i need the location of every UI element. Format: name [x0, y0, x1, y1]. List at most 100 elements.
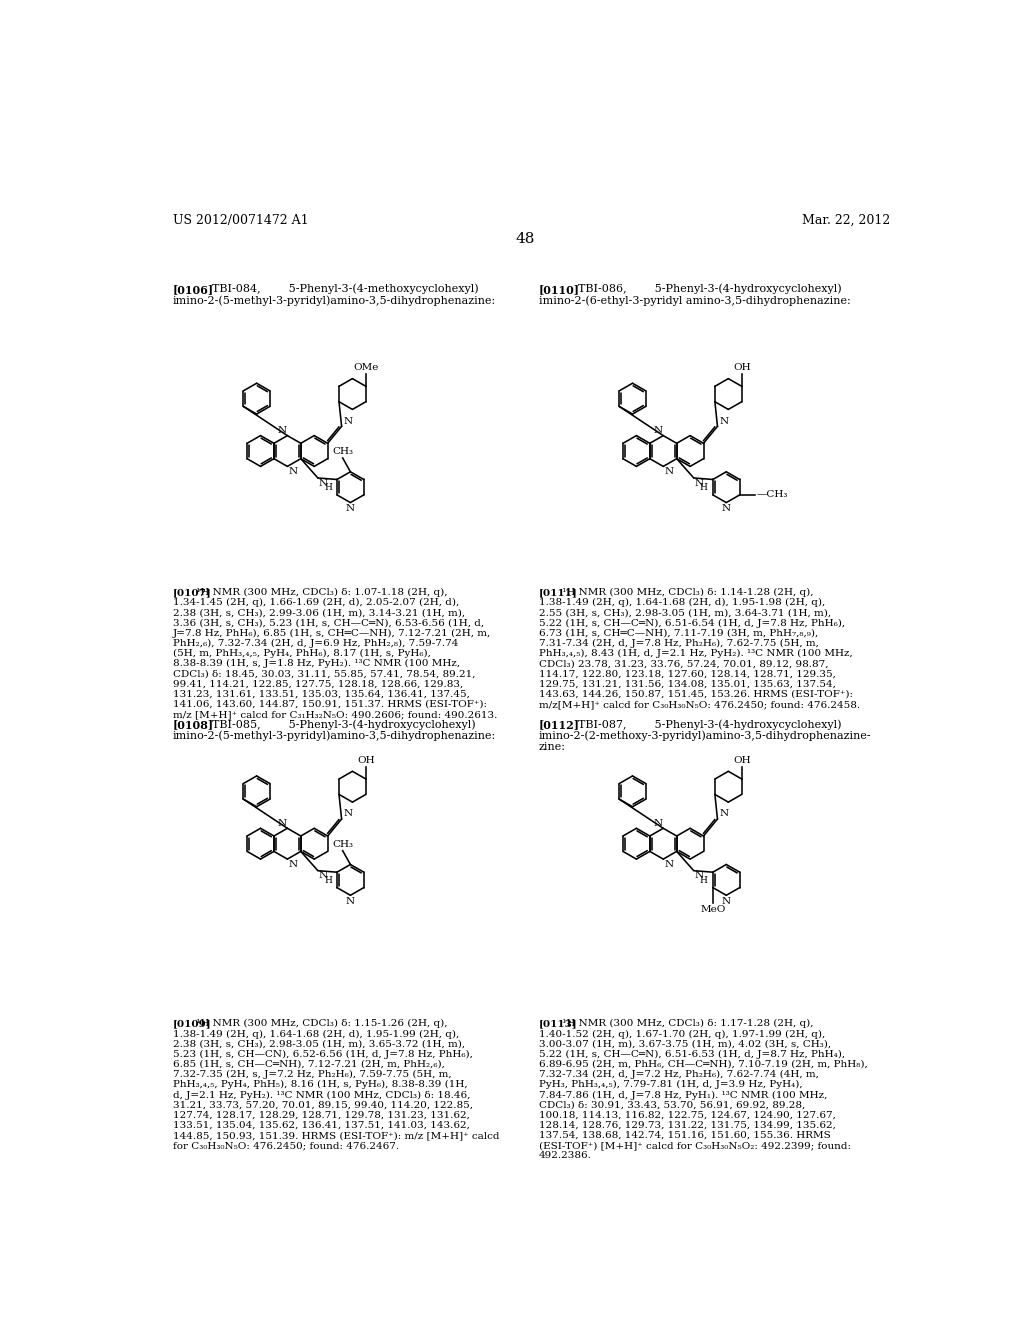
- Text: H: H: [324, 483, 332, 492]
- Text: zine:: zine:: [539, 742, 565, 752]
- Text: PhH₃,₄,₅, PyH₄, PhH₅), 8.16 (1H, s, PyH₆), 8.38-8.39 (1H,: PhH₃,₄,₅, PyH₄, PhH₅), 8.16 (1H, s, PyH₆…: [173, 1080, 468, 1089]
- Text: 137.54, 138.68, 142.74, 151.16, 151.60, 155.36. HRMS: 137.54, 138.68, 142.74, 151.16, 151.60, …: [539, 1131, 830, 1140]
- Text: N: N: [343, 417, 352, 425]
- Text: [0112]: [0112]: [539, 719, 580, 730]
- Text: N: N: [346, 896, 355, 906]
- Text: CDCl₃) 23.78, 31.23, 33.76, 57.24, 70.01, 89.12, 98.87,: CDCl₃) 23.78, 31.23, 33.76, 57.24, 70.01…: [539, 659, 828, 668]
- Text: 143.63, 144.26, 150.87, 151.45, 153.26. HRMS (ESI-TOF⁺):: 143.63, 144.26, 150.87, 151.45, 153.26. …: [539, 690, 853, 698]
- Text: CH₃: CH₃: [332, 840, 353, 849]
- Text: [0109]: [0109]: [173, 1019, 212, 1028]
- Text: N: N: [318, 479, 328, 487]
- Text: TBI-085,        5-Phenyl-3-(4-hydroxycyclohexyl): TBI-085, 5-Phenyl-3-(4-hydroxycyclohexyl…: [212, 719, 475, 730]
- Text: ¹H NMR (300 MHz, CDCl₃) δ: 1.17-1.28 (2H, q),: ¹H NMR (300 MHz, CDCl₃) δ: 1.17-1.28 (2H…: [559, 1019, 813, 1028]
- Text: CDCl₃) δ: 30.91, 33.43, 53.70, 56.91, 69.92, 89.28,: CDCl₃) δ: 30.91, 33.43, 53.70, 56.91, 69…: [539, 1101, 805, 1110]
- Text: PhH₃,₄,₅), 8.43 (1H, d, J=2.1 Hz, PyH₂). ¹³C NMR (100 MHz,: PhH₃,₄,₅), 8.43 (1H, d, J=2.1 Hz, PyH₂).…: [539, 649, 853, 659]
- Text: 6.73 (1H, s, CH═C—NH), 7.11-7.19 (3H, m, PhH₇,₈,₉),: 6.73 (1H, s, CH═C—NH), 7.11-7.19 (3H, m,…: [539, 628, 818, 638]
- Text: N: N: [722, 504, 731, 513]
- Text: imino-2-(5-methyl-3-pyridyl)amino-3,5-dihydrophenazine:: imino-2-(5-methyl-3-pyridyl)amino-3,5-di…: [173, 730, 497, 741]
- Text: imino-2-(6-ethyl-3-pyridyl amino-3,5-dihydrophenazine:: imino-2-(6-ethyl-3-pyridyl amino-3,5-dih…: [539, 296, 851, 306]
- Text: 5.22 (1H, s, CH—C═N), 6.51-6.53 (1H, d, J=8.7 Hz, PhH₄),: 5.22 (1H, s, CH—C═N), 6.51-6.53 (1H, d, …: [539, 1049, 845, 1059]
- Text: 1.34-1.45 (2H, q), 1.66-1.69 (2H, d), 2.05-2.07 (2H, d),: 1.34-1.45 (2H, q), 1.66-1.69 (2H, d), 2.…: [173, 598, 459, 607]
- Text: 492.2386.: 492.2386.: [539, 1151, 592, 1160]
- Text: 7.84-7.86 (1H, d, J=7.8 Hz, PyH₁). ¹³C NMR (100 MHz,: 7.84-7.86 (1H, d, J=7.8 Hz, PyH₁). ¹³C N…: [539, 1090, 827, 1100]
- Text: —CH₃: —CH₃: [757, 491, 788, 499]
- Text: N: N: [288, 467, 297, 477]
- Text: 3.36 (3H, s, CH₃), 5.23 (1H, s, CH—C═N), 6.53-6.56 (1H, d,: 3.36 (3H, s, CH₃), 5.23 (1H, s, CH—C═N),…: [173, 619, 484, 627]
- Text: OH: OH: [733, 756, 751, 766]
- Text: N: N: [722, 896, 731, 906]
- Text: for C₃₀H₃₀N₅O: 476.2450; found: 476.2467.: for C₃₀H₃₀N₅O: 476.2450; found: 476.2467…: [173, 1142, 399, 1150]
- Text: 127.74, 128.17, 128.29, 128.71, 129.78, 131.23, 131.62,: 127.74, 128.17, 128.29, 128.71, 129.78, …: [173, 1110, 470, 1119]
- Text: OH: OH: [357, 756, 375, 766]
- Text: m/z [M+H]⁺ calcd for C₃₁H₃₂N₅O: 490.2606; found: 490.2613.: m/z [M+H]⁺ calcd for C₃₁H₃₂N₅O: 490.2606…: [173, 710, 498, 719]
- Text: 31.21, 33.73, 57.20, 70.01, 89.15, 99.40, 114.20, 122.85,: 31.21, 33.73, 57.20, 70.01, 89.15, 99.40…: [173, 1101, 473, 1110]
- Text: imino-2-(5-methyl-3-pyridyl)amino-3,5-dihydrophenazine:: imino-2-(5-methyl-3-pyridyl)amino-3,5-di…: [173, 296, 497, 306]
- Text: H: H: [700, 483, 708, 492]
- Text: N: N: [278, 818, 287, 828]
- Text: 7.32-7.35 (2H, s, J=7.2 Hz, Ph₂H₆), 7.59-7.75 (5H, m,: 7.32-7.35 (2H, s, J=7.2 Hz, Ph₂H₆), 7.59…: [173, 1071, 452, 1080]
- Text: 6.85 (1H, s, CH—C═NH), 7.12-7.21 (2H, m, PhH₂,₆),: 6.85 (1H, s, CH—C═NH), 7.12-7.21 (2H, m,…: [173, 1060, 444, 1069]
- Text: 114.17, 122.80, 123.18, 127.60, 128.14, 128.71, 129.35,: 114.17, 122.80, 123.18, 127.60, 128.14, …: [539, 669, 836, 678]
- Text: 141.06, 143.60, 144.87, 150.91, 151.37. HRMS (ESI-TOF⁺):: 141.06, 143.60, 144.87, 150.91, 151.37. …: [173, 700, 487, 709]
- Text: [0110]: [0110]: [539, 284, 580, 294]
- Text: 5.22 (1H, s, CH—C═N), 6.51-6.54 (1H, d, J=7.8 Hz, PhH₆),: 5.22 (1H, s, CH—C═N), 6.51-6.54 (1H, d, …: [539, 619, 845, 628]
- Text: N: N: [664, 859, 673, 869]
- Text: 100.18, 114.13, 116.82, 122.75, 124.67, 124.90, 127.67,: 100.18, 114.13, 116.82, 122.75, 124.67, …: [539, 1110, 836, 1119]
- Text: 7.31-7.34 (2H, d, J=7.8 Hz, Ph₂H₆), 7.62-7.75 (5H, m,: 7.31-7.34 (2H, d, J=7.8 Hz, Ph₂H₆), 7.62…: [539, 639, 818, 648]
- Text: 133.51, 135.04, 135.62, 136.41, 137.51, 141.03, 143.62,: 133.51, 135.04, 135.62, 136.41, 137.51, …: [173, 1121, 470, 1130]
- Text: 131.23, 131.61, 133.51, 135.03, 135.64, 136.41, 137.45,: 131.23, 131.61, 133.51, 135.03, 135.64, …: [173, 690, 470, 698]
- Text: 7.32-7.34 (2H, d, J=7.2 Hz, Ph₂H₆), 7.62-7.74 (4H, m,: 7.32-7.34 (2H, d, J=7.2 Hz, Ph₂H₆), 7.62…: [539, 1071, 818, 1080]
- Text: 5.23 (1H, s, CH—CN), 6.52-6.56 (1H, d, J=7.8 Hz, PhH₆),: 5.23 (1H, s, CH—CN), 6.52-6.56 (1H, d, J…: [173, 1049, 473, 1059]
- Text: 8.38-8.39 (1H, s, J=1.8 Hz, PyH₂). ¹³C NMR (100 MHz,: 8.38-8.39 (1H, s, J=1.8 Hz, PyH₂). ¹³C N…: [173, 659, 460, 668]
- Text: N: N: [343, 809, 352, 818]
- Text: ¹H NMR (300 MHz, CDCl₃) δ: 1.14-1.28 (2H, q),: ¹H NMR (300 MHz, CDCl₃) δ: 1.14-1.28 (2H…: [559, 589, 813, 597]
- Text: (5H, m, PhH₃,₄,₅, PyH₄, PhH₆), 8.17 (1H, s, PyH₆),: (5H, m, PhH₃,₄,₅, PyH₄, PhH₆), 8.17 (1H,…: [173, 649, 431, 659]
- Text: TBI-084,        5-Phenyl-3-(4-methoxycyclohexyl): TBI-084, 5-Phenyl-3-(4-methoxycyclohexyl…: [212, 284, 478, 294]
- Text: N: N: [719, 417, 728, 425]
- Text: 99.41, 114.21, 122.85, 127.75, 128.18, 128.66, 129.83,: 99.41, 114.21, 122.85, 127.75, 128.18, 1…: [173, 680, 463, 689]
- Text: (ESI-TOF⁺) [M+H]⁺ calcd for C₃₀H₃₀N₅O₂: 492.2399; found:: (ESI-TOF⁺) [M+H]⁺ calcd for C₃₀H₃₀N₅O₂: …: [539, 1142, 851, 1150]
- Text: US 2012/0071472 A1: US 2012/0071472 A1: [173, 214, 308, 227]
- Text: [0107]: [0107]: [173, 589, 212, 597]
- Text: H: H: [324, 876, 332, 884]
- Text: CH₃: CH₃: [332, 447, 353, 457]
- Text: N: N: [694, 479, 703, 487]
- Text: N: N: [694, 871, 703, 880]
- Text: 2.55 (3H, s, CH₃), 2.98-3.05 (1H, m), 3.64-3.71 (1H, m),: 2.55 (3H, s, CH₃), 2.98-3.05 (1H, m), 3.…: [539, 609, 830, 618]
- Text: [0113]: [0113]: [539, 1019, 578, 1028]
- Text: N: N: [719, 809, 728, 818]
- Text: d, J=2.1 Hz, PyH₂). ¹³C NMR (100 MHz, CDCl₃) δ: 18.46,: d, J=2.1 Hz, PyH₂). ¹³C NMR (100 MHz, CD…: [173, 1090, 470, 1100]
- Text: TBI-086,        5-Phenyl-3-(4-hydroxycyclohexyl): TBI-086, 5-Phenyl-3-(4-hydroxycyclohexyl…: [578, 284, 841, 294]
- Text: 3.00-3.07 (1H, m), 3.67-3.75 (1H, m), 4.02 (3H, s, CH₃),: 3.00-3.07 (1H, m), 3.67-3.75 (1H, m), 4.…: [539, 1040, 830, 1048]
- Text: ¹H NMR (300 MHz, CDCl₃) δ: 1.07-1.18 (2H, q),: ¹H NMR (300 MHz, CDCl₃) δ: 1.07-1.18 (2H…: [194, 589, 447, 597]
- Text: 2.38 (3H, s, CH₃), 2.99-3.06 (1H, m), 3.14-3.21 (1H, m),: 2.38 (3H, s, CH₃), 2.99-3.06 (1H, m), 3.…: [173, 609, 465, 618]
- Text: m/z[M+H]⁺ calcd for C₃₀H₃₀N₅O: 476.2450; found: 476.2458.: m/z[M+H]⁺ calcd for C₃₀H₃₀N₅O: 476.2450;…: [539, 700, 860, 709]
- Text: 6.89-6.95 (2H, m, PhH₆, CH—C═NH), 7.10-7.19 (2H, m, PhH₈),: 6.89-6.95 (2H, m, PhH₆, CH—C═NH), 7.10-7…: [539, 1060, 867, 1069]
- Text: MeO: MeO: [700, 904, 726, 913]
- Text: N: N: [288, 859, 297, 869]
- Text: OH: OH: [733, 363, 751, 372]
- Text: 128.14, 128.76, 129.73, 131.22, 131.75, 134.99, 135.62,: 128.14, 128.76, 129.73, 131.22, 131.75, …: [539, 1121, 836, 1130]
- Text: 1.40-1.52 (2H, q), 1.67-1.70 (2H, q), 1.97-1.99 (2H, q),: 1.40-1.52 (2H, q), 1.67-1.70 (2H, q), 1.…: [539, 1030, 825, 1039]
- Text: N: N: [653, 426, 663, 434]
- Text: N: N: [664, 467, 673, 477]
- Text: imino-2-(2-methoxy-3-pyridyl)amino-3,5-dihydrophenazine-: imino-2-(2-methoxy-3-pyridyl)amino-3,5-d…: [539, 730, 871, 741]
- Text: [0108]: [0108]: [173, 719, 214, 730]
- Text: [0106]: [0106]: [173, 284, 214, 294]
- Text: [0111]: [0111]: [539, 589, 578, 597]
- Text: 144.85, 150.93, 151.39. HRMS (ESI-TOF⁺): m/z [M+H]⁺ calcd: 144.85, 150.93, 151.39. HRMS (ESI-TOF⁺):…: [173, 1131, 500, 1140]
- Text: ¹H NMR (300 MHz, CDCl₃) δ: 1.15-1.26 (2H, q),: ¹H NMR (300 MHz, CDCl₃) δ: 1.15-1.26 (2H…: [194, 1019, 447, 1028]
- Text: J=7.8 Hz, PhH₆), 6.85 (1H, s, CH═C—NH), 7.12-7.21 (2H, m,: J=7.8 Hz, PhH₆), 6.85 (1H, s, CH═C—NH), …: [173, 628, 492, 638]
- Text: 48: 48: [515, 231, 535, 246]
- Text: 1.38-1.49 (2H, q), 1.64-1.68 (2H, d), 1.95-1.99 (2H, q),: 1.38-1.49 (2H, q), 1.64-1.68 (2H, d), 1.…: [173, 1030, 459, 1039]
- Text: H: H: [700, 876, 708, 884]
- Text: N: N: [318, 871, 328, 880]
- Text: TBI-087,        5-Phenyl-3-(4-hydroxycyclohexyl): TBI-087, 5-Phenyl-3-(4-hydroxycyclohexyl…: [578, 719, 841, 730]
- Text: 2.38 (3H, s, CH₃), 2.98-3.05 (1H, m), 3.65-3.72 (1H, m),: 2.38 (3H, s, CH₃), 2.98-3.05 (1H, m), 3.…: [173, 1040, 465, 1048]
- Text: 129.75, 131.21, 131.56, 134.08, 135.01, 135.63, 137.54,: 129.75, 131.21, 131.56, 134.08, 135.01, …: [539, 680, 836, 689]
- Text: PhH₂,₆), 7.32-7.34 (2H, d, J=6.9 Hz, PhH₂,₈), 7.59-7.74: PhH₂,₆), 7.32-7.34 (2H, d, J=6.9 Hz, PhH…: [173, 639, 459, 648]
- Text: N: N: [346, 504, 355, 513]
- Text: CDCl₃) δ: 18.45, 30.03, 31.11, 55.85, 57.41, 78.54, 89.21,: CDCl₃) δ: 18.45, 30.03, 31.11, 55.85, 57…: [173, 669, 475, 678]
- Text: N: N: [653, 818, 663, 828]
- Text: 1.38-1.49 (2H, q), 1.64-1.68 (2H, d), 1.95-1.98 (2H, q),: 1.38-1.49 (2H, q), 1.64-1.68 (2H, d), 1.…: [539, 598, 825, 607]
